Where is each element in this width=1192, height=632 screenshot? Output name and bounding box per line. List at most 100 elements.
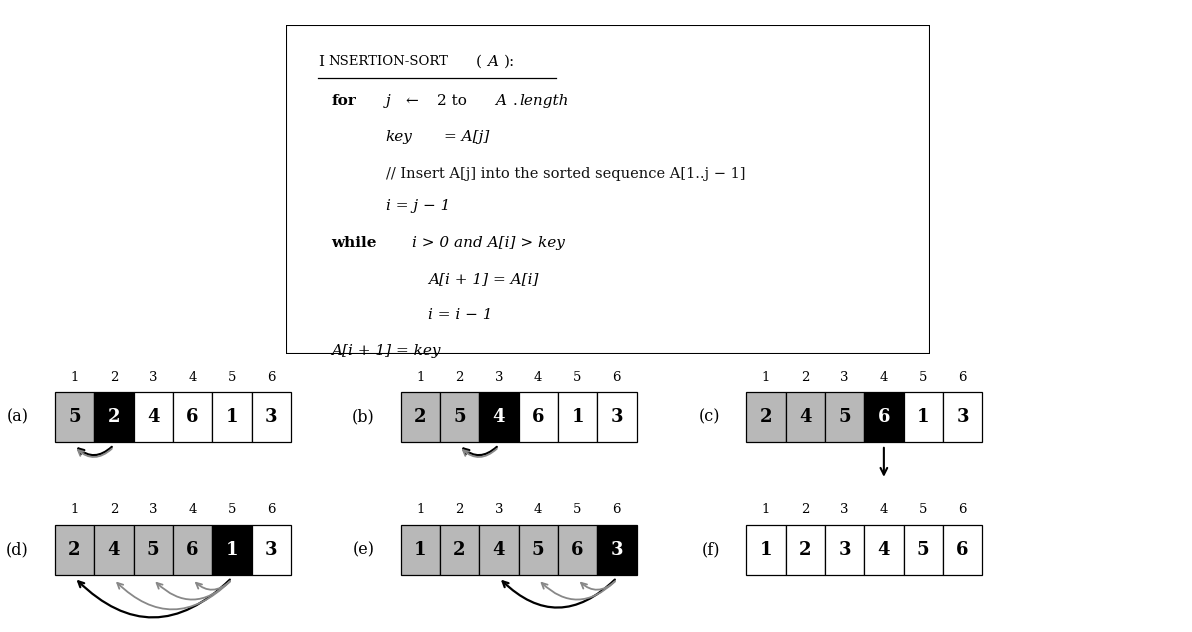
Text: I: I — [318, 55, 324, 69]
Text: 6: 6 — [958, 370, 967, 384]
Text: i = i − 1: i = i − 1 — [428, 308, 492, 322]
Text: 4: 4 — [880, 503, 888, 516]
Text: 5: 5 — [453, 408, 466, 426]
Text: 3: 3 — [495, 503, 503, 516]
Bar — [825, 392, 864, 442]
Text: A: A — [488, 55, 498, 69]
Bar — [864, 392, 904, 442]
Text: 6: 6 — [613, 503, 621, 516]
Bar — [134, 392, 173, 442]
Text: 4: 4 — [534, 503, 542, 516]
Text: (c): (c) — [699, 409, 720, 425]
Bar — [864, 525, 904, 575]
Text: 1: 1 — [762, 503, 770, 516]
Text: 5: 5 — [68, 408, 81, 426]
Bar — [401, 392, 440, 442]
Text: 1: 1 — [759, 541, 772, 559]
Text: 5: 5 — [573, 503, 582, 516]
Bar — [519, 392, 558, 442]
Text: 3: 3 — [149, 503, 157, 516]
Text: 6: 6 — [186, 408, 199, 426]
Text: 6: 6 — [267, 503, 275, 516]
Text: A: A — [496, 94, 507, 108]
Text: i = j − 1: i = j − 1 — [386, 200, 451, 214]
Text: 5: 5 — [919, 370, 927, 384]
Text: 3: 3 — [610, 408, 623, 426]
Text: 2: 2 — [107, 408, 120, 426]
Text: 6: 6 — [267, 370, 275, 384]
Text: 3: 3 — [495, 370, 503, 384]
Text: 4: 4 — [534, 370, 542, 384]
Bar — [597, 525, 637, 575]
Bar — [94, 392, 134, 442]
Bar — [55, 525, 94, 575]
Text: = A[j]: = A[j] — [443, 130, 489, 145]
Text: 2: 2 — [414, 408, 427, 426]
Text: (b): (b) — [352, 409, 374, 425]
Text: // Insert A[j] into the sorted sequence A[1..j − 1]: // Insert A[j] into the sorted sequence … — [386, 167, 745, 181]
Text: 3: 3 — [840, 503, 849, 516]
Text: 5: 5 — [838, 408, 851, 426]
Text: 1: 1 — [762, 370, 770, 384]
Text: 2: 2 — [799, 541, 812, 559]
Text: 4: 4 — [492, 408, 505, 426]
Text: 5: 5 — [573, 370, 582, 384]
Text: 1: 1 — [571, 408, 584, 426]
Text: .: . — [513, 94, 517, 108]
Text: 3: 3 — [265, 408, 278, 426]
Bar — [94, 525, 134, 575]
Text: 1: 1 — [416, 503, 424, 516]
Bar — [519, 525, 558, 575]
Bar — [55, 392, 94, 442]
Text: 3: 3 — [265, 541, 278, 559]
Text: 2: 2 — [453, 541, 466, 559]
Text: 2: 2 — [455, 503, 464, 516]
Text: ):: ): — [504, 55, 515, 69]
Bar — [173, 525, 212, 575]
Text: 1: 1 — [70, 503, 79, 516]
Bar — [746, 525, 786, 575]
Bar — [558, 525, 597, 575]
Bar — [479, 392, 519, 442]
Text: A[i + 1] = key: A[i + 1] = key — [331, 344, 441, 358]
Text: 3: 3 — [610, 541, 623, 559]
Text: 1: 1 — [416, 370, 424, 384]
Text: 4: 4 — [188, 370, 197, 384]
Text: for: for — [331, 94, 356, 108]
Bar — [904, 525, 943, 575]
Text: 6: 6 — [877, 408, 890, 426]
Text: 4: 4 — [492, 541, 505, 559]
Text: A[i + 1] = A[i]: A[i + 1] = A[i] — [428, 272, 539, 286]
Text: 1: 1 — [414, 541, 427, 559]
Text: 4: 4 — [188, 503, 197, 516]
Text: key: key — [386, 130, 412, 145]
Text: 2: 2 — [68, 541, 81, 559]
Text: 3: 3 — [838, 541, 851, 559]
Text: 6: 6 — [532, 408, 545, 426]
Text: 2: 2 — [759, 408, 772, 426]
Bar — [212, 525, 252, 575]
Text: 5: 5 — [919, 503, 927, 516]
Bar — [134, 525, 173, 575]
Text: 2: 2 — [455, 370, 464, 384]
Text: 1: 1 — [917, 408, 930, 426]
Text: 6: 6 — [571, 541, 584, 559]
Bar — [597, 392, 637, 442]
Text: (a): (a) — [7, 409, 29, 425]
Text: while: while — [331, 236, 377, 250]
Text: 5: 5 — [532, 541, 545, 559]
Bar — [904, 392, 943, 442]
Text: 3: 3 — [956, 408, 969, 426]
Text: 3: 3 — [840, 370, 849, 384]
Bar — [440, 525, 479, 575]
Bar — [401, 525, 440, 575]
Text: 5: 5 — [917, 541, 930, 559]
Text: 1: 1 — [225, 408, 238, 426]
Text: 6: 6 — [186, 541, 199, 559]
Text: 2: 2 — [801, 370, 809, 384]
Text: 5: 5 — [228, 503, 236, 516]
Text: 2: 2 — [110, 503, 118, 516]
Text: (e): (e) — [353, 542, 374, 558]
Bar — [252, 525, 291, 575]
Text: ←: ← — [405, 94, 418, 108]
